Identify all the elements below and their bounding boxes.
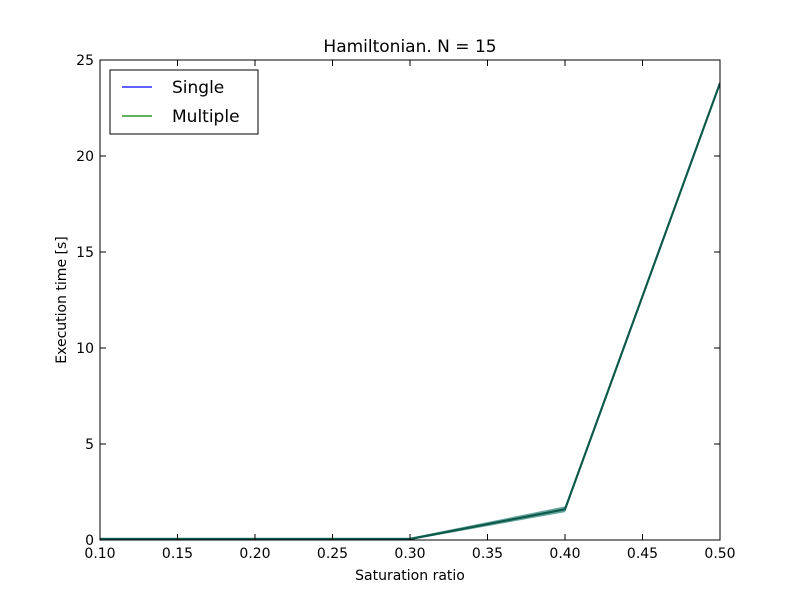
x-axis-label: Saturation ratio [355, 568, 465, 584]
x-tick-label: 0.25 [317, 546, 348, 562]
y-axis-label: Execution time [s] [54, 236, 70, 363]
x-axis-ticks: 0.10 0.15 0.20 0.25 0.30 0.35 0.40 0.45 0.50 [84, 60, 736, 562]
legend-box [109, 69, 259, 135]
y-tick-label: 10 [76, 341, 94, 357]
y-tick-label: 5 [85, 437, 94, 453]
x-tick-label: 0.15 [162, 546, 193, 562]
legend-label-single: Single [172, 78, 224, 98]
x-tick-label: 0.40 [549, 546, 580, 562]
x-tick-label: 0.35 [472, 546, 503, 562]
y-axis-ticks: 0 5 10 15 20 25 [76, 53, 720, 549]
y-tick-label: 20 [76, 149, 94, 165]
x-tick-label: 0.45 [627, 546, 658, 562]
y-tick-label: 15 [76, 245, 94, 261]
legend-label-multiple: Multiple [172, 107, 240, 127]
y-tick-label: 0 [85, 533, 94, 549]
y-tick-label: 25 [76, 53, 94, 69]
x-tick-label: 0.50 [704, 546, 735, 562]
chart-title: Hamiltonian. N = 15 [323, 37, 496, 57]
x-tick-label: 0.20 [239, 546, 270, 562]
x-tick-label: 0.30 [394, 546, 425, 562]
legend: Single Multiple [109, 69, 259, 135]
x-tick-label: 0.10 [84, 546, 115, 562]
